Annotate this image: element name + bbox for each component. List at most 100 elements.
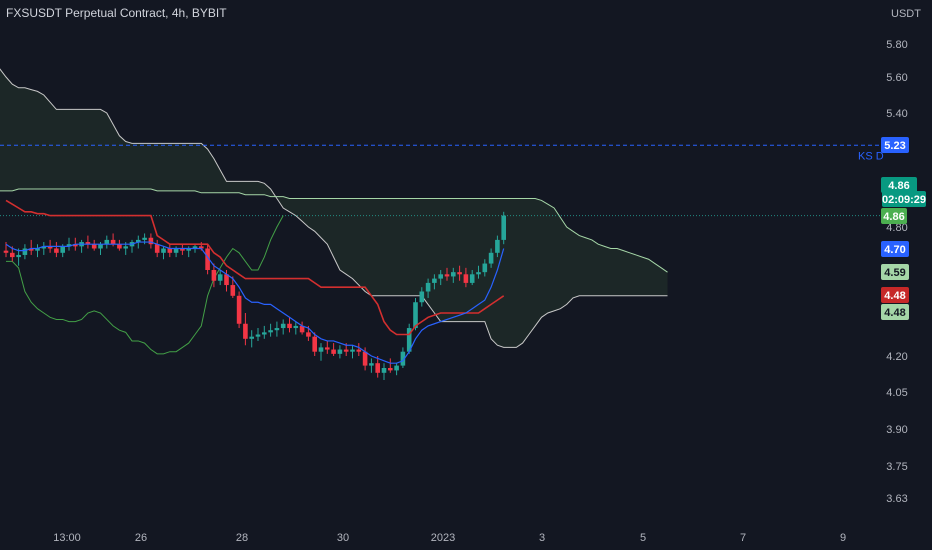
candle-body [22,248,28,255]
candle [432,274,437,290]
candle-body [343,349,349,352]
candle [205,244,210,275]
candle [180,244,185,255]
candle [28,239,34,255]
candle-body [73,244,78,247]
price-tag-bg [881,177,917,193]
candle-body [142,237,147,240]
candle-body [388,368,393,371]
candle-body [419,291,425,303]
price-tag-label: 5.23 [884,140,905,152]
candle-body [154,244,160,253]
candle-body [224,274,229,286]
candle-body [457,272,462,275]
candle-body [444,274,450,277]
candle-body [249,336,254,339]
candle [381,363,387,380]
candle [274,321,280,337]
candle-body [66,244,72,247]
price-tag-label: 02:09:29 [882,194,926,206]
price-tag-bg [881,287,909,303]
candle [375,356,380,378]
candle [85,235,91,249]
candle-body [425,282,431,292]
candle-body [501,215,506,240]
candle-body [91,244,97,249]
candle-body [192,246,198,249]
price-axis-tick: 3.90 [886,424,907,436]
candle [413,297,418,331]
candle [35,244,40,258]
candle [469,270,475,286]
candle-body [488,252,494,264]
candle-body [268,330,273,333]
candle [249,330,254,348]
candle [41,242,47,255]
candle-body [110,239,116,245]
candle [230,276,236,298]
lagging-span-line [6,215,284,355]
candle-body [167,248,173,253]
time-axis-tick: 5 [640,532,646,544]
candle-body [463,274,469,283]
candle-body [117,244,122,249]
price-axis-tick: 4.20 [886,351,907,363]
price-tag: 4.48 [881,304,909,320]
candle-body [211,270,217,281]
price-axis-tick: 5.80 [886,39,907,51]
price-tag-label: 4.86 [888,180,909,192]
candle [337,345,343,359]
price-tag-bg [882,191,926,207]
candle-body [186,248,191,251]
span-b-line [0,68,668,348]
candle [425,278,431,298]
candle [161,246,166,260]
price-tag-label: 4.48 [884,307,905,319]
candle-body [476,272,481,275]
price-tag: 5.23 [881,137,909,153]
candle-body [312,336,317,352]
chart-title: FXSUSDT Perpetual Contract, 4h, BYBIT [6,6,227,20]
candle-body [123,246,128,249]
candle [243,313,248,346]
price-tag-bg [881,241,909,257]
price-tag-label: 4.70 [884,244,905,256]
price-tag: 4.59 [881,264,909,280]
price-axis-tick: 5.40 [886,108,907,120]
candle [54,242,59,258]
candle [451,267,456,283]
candle [350,345,355,359]
price-tag-label: 4.59 [884,267,905,279]
candle [488,248,494,268]
candle [318,343,324,361]
candle [255,328,261,341]
candle [167,244,173,258]
candle-body [28,248,34,251]
candle-body [438,274,443,279]
candle-body [325,347,330,350]
candle-body [41,246,47,249]
candle-body [451,272,456,277]
time-axis-tick: 28 [236,532,248,544]
candle-body [85,242,91,245]
candle [154,239,160,258]
candle-body [236,295,242,324]
candle [394,363,399,376]
candle [463,267,469,288]
candle-body [495,239,500,253]
candle-body [394,365,399,371]
candle [22,244,28,260]
candle-body [306,332,311,337]
price-tag: 4.70 [881,241,909,257]
candle [369,358,374,373]
candle-body [173,248,179,253]
candle [356,343,362,356]
time-axis: 13:00 26 28 30 2023 3 5 7 9 [53,532,846,544]
candle [419,287,425,307]
candle-body [287,323,292,329]
candle-body [469,274,475,283]
candle [117,239,122,251]
candle [331,343,336,356]
candle [444,267,450,281]
